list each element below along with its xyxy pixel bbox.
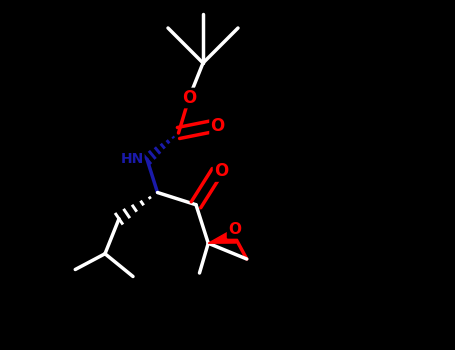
Text: O: O [228,223,241,237]
Polygon shape [208,230,236,243]
Text: O: O [182,89,196,107]
Text: O: O [211,117,225,135]
Text: O: O [214,162,228,181]
Text: HN: HN [120,152,143,166]
